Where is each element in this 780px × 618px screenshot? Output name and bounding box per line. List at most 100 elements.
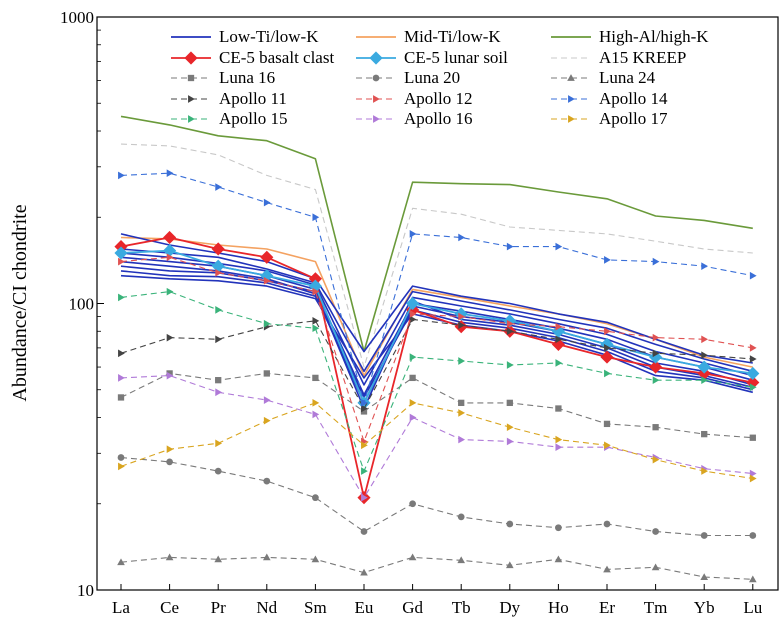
data-point bbox=[409, 374, 416, 382]
data-point bbox=[505, 561, 514, 569]
legend-label: Luna 16 bbox=[219, 68, 275, 87]
legend-label: Apollo 16 bbox=[404, 109, 472, 128]
x-tick-label: Yb bbox=[694, 598, 715, 617]
x-tick-label: Dy bbox=[499, 598, 520, 617]
legend-marker bbox=[369, 51, 383, 65]
data-point bbox=[555, 405, 562, 412]
data-point bbox=[360, 408, 368, 415]
data-point bbox=[409, 399, 417, 407]
data-point bbox=[263, 319, 271, 328]
legend-item-mid-ti-low-k: Mid-Ti/low-K bbox=[356, 27, 501, 46]
legend-item-a15-kreep: A15 KREEP bbox=[551, 48, 686, 67]
data-point bbox=[649, 350, 663, 364]
data-point bbox=[215, 335, 223, 344]
series-line bbox=[120, 248, 753, 373]
legend-label: CE-5 lunar soil bbox=[404, 48, 508, 67]
data-point bbox=[360, 568, 368, 576]
data-point bbox=[408, 553, 417, 561]
series-low-ti-low-k-8 bbox=[120, 265, 753, 410]
legend-marker bbox=[568, 115, 575, 123]
series-line bbox=[120, 252, 754, 386]
data-point bbox=[649, 360, 663, 374]
series-low-ti-low-k-9 bbox=[120, 270, 753, 399]
data-point bbox=[555, 359, 563, 367]
series-line bbox=[120, 249, 753, 404]
legend-item-luna-16: Luna 16 bbox=[171, 68, 275, 87]
data-point bbox=[458, 312, 466, 321]
data-point bbox=[118, 462, 125, 471]
legend-label: Apollo 11 bbox=[219, 89, 287, 108]
legend-label: CE-5 basalt clast bbox=[219, 48, 334, 67]
data-point bbox=[215, 268, 223, 277]
data-point bbox=[457, 513, 465, 521]
legend-marker bbox=[184, 51, 198, 65]
series-low-ti-low-k-4 bbox=[120, 248, 753, 373]
data-point bbox=[749, 355, 757, 363]
data-point bbox=[118, 171, 125, 180]
data-point bbox=[263, 477, 271, 485]
series-line bbox=[120, 318, 753, 410]
data-point bbox=[506, 319, 514, 328]
series-apollo-17 bbox=[118, 399, 757, 483]
series-luna-24 bbox=[117, 553, 757, 583]
data-point bbox=[166, 253, 174, 262]
data-point bbox=[555, 443, 563, 452]
data-point bbox=[458, 321, 466, 330]
legend-label: Luna 20 bbox=[404, 68, 460, 87]
data-point bbox=[263, 370, 270, 377]
series-line bbox=[120, 260, 754, 404]
data-point bbox=[165, 553, 174, 561]
legend-label: Mid-Ti/low-K bbox=[404, 27, 501, 46]
data-point bbox=[749, 469, 757, 478]
data-point bbox=[506, 361, 514, 369]
series-line bbox=[120, 233, 753, 364]
series-low-ti-low-k-10 bbox=[120, 274, 753, 394]
series-line bbox=[120, 372, 753, 439]
legend-label: High-Al/high-K bbox=[599, 27, 709, 46]
data-point bbox=[118, 257, 125, 266]
legend-marker bbox=[568, 95, 575, 103]
series-line bbox=[120, 265, 753, 410]
data-point bbox=[361, 399, 368, 407]
data-point bbox=[117, 558, 125, 566]
data-point bbox=[409, 315, 417, 324]
data-point bbox=[117, 394, 125, 401]
series-apollo-16 bbox=[118, 371, 757, 502]
legend-label: Apollo 17 bbox=[599, 109, 668, 128]
data-point bbox=[114, 246, 128, 260]
legend-item-ce-5-lunar-soil: CE-5 lunar soil bbox=[356, 48, 508, 67]
data-point bbox=[215, 388, 223, 397]
data-point bbox=[652, 349, 660, 358]
data-point bbox=[409, 500, 416, 508]
series-line bbox=[120, 172, 753, 404]
series-luna-20 bbox=[117, 454, 757, 539]
data-point bbox=[360, 528, 368, 535]
x-tick-label: Er bbox=[599, 598, 615, 617]
data-point bbox=[263, 198, 271, 207]
data-point bbox=[214, 555, 223, 563]
data-point bbox=[701, 430, 708, 438]
data-point bbox=[651, 563, 660, 571]
legend-marker bbox=[373, 115, 380, 123]
data-point bbox=[312, 317, 320, 325]
series-apollo-15 bbox=[118, 287, 757, 475]
legend-label: Luna 24 bbox=[599, 68, 656, 87]
data-point bbox=[604, 344, 611, 352]
legend-item-apollo-11: Apollo 11 bbox=[171, 89, 287, 108]
data-point bbox=[555, 435, 563, 444]
legend-marker bbox=[567, 74, 575, 81]
data-point bbox=[603, 420, 611, 428]
x-tick-label: Gd bbox=[402, 598, 423, 617]
data-point bbox=[652, 455, 660, 464]
data-point bbox=[701, 262, 709, 270]
data-point bbox=[749, 474, 757, 483]
data-point bbox=[166, 169, 174, 178]
data-point bbox=[214, 467, 222, 475]
legend-item-luna-20: Luna 20 bbox=[356, 68, 460, 87]
legend-marker bbox=[188, 95, 195, 103]
data-point bbox=[458, 233, 466, 242]
data-point bbox=[749, 434, 756, 441]
data-point bbox=[700, 573, 709, 580]
data-point bbox=[555, 335, 563, 344]
data-point bbox=[215, 377, 222, 384]
